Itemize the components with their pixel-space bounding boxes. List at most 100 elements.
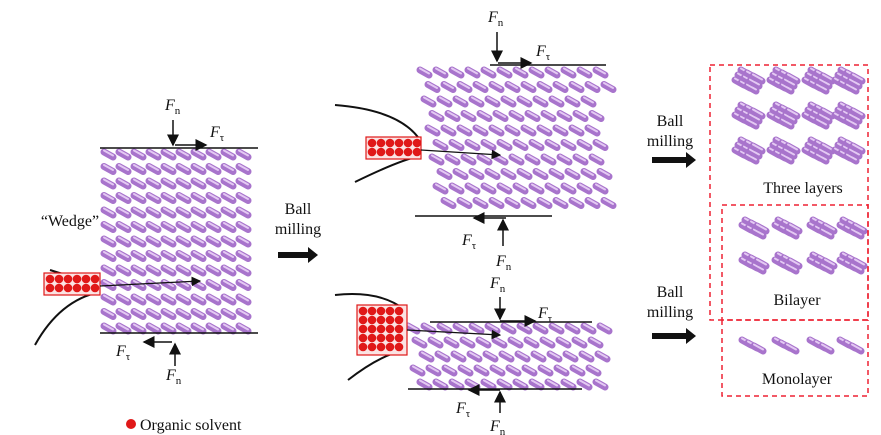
process-arrow: [652, 152, 696, 168]
solvent: [82, 284, 91, 293]
force-symbol: F: [537, 305, 548, 322]
solvent: [368, 148, 377, 157]
solvent: [386, 307, 395, 316]
solvent: [404, 139, 413, 148]
force-label: Fτ: [209, 124, 225, 144]
solvent: [368, 325, 377, 334]
process-label: Ball: [285, 201, 312, 218]
solvent: [91, 284, 100, 293]
force-subscript: n: [498, 17, 504, 29]
force-subscript: n: [500, 283, 506, 295]
solvent: [386, 148, 395, 157]
solvent: [368, 343, 377, 352]
molecules: [104, 69, 864, 388]
solvent: [386, 325, 395, 334]
solvent: [359, 334, 368, 343]
force-label: Fn: [165, 367, 182, 387]
solvent: [377, 343, 386, 352]
solvent: [359, 325, 368, 334]
force-subscript: n: [500, 426, 506, 435]
force-symbol: F: [489, 418, 500, 435]
solvent: [377, 139, 386, 148]
wedge-guide: [335, 105, 420, 140]
solvent: [368, 316, 377, 325]
force-symbol: F: [209, 124, 220, 141]
solvent: [395, 334, 404, 343]
force-subscript: τ: [220, 132, 225, 144]
solvent: [395, 343, 404, 352]
solvent: [377, 148, 386, 157]
solvent: [404, 148, 413, 157]
wedge-guide: [355, 156, 420, 182]
force-label: Fn: [489, 275, 506, 295]
solvent: [359, 307, 368, 316]
solvent: [395, 316, 404, 325]
solvent: [91, 275, 100, 284]
process-label: milling: [275, 221, 321, 238]
layer-label: Three layers: [763, 180, 843, 197]
solvent: [368, 139, 377, 148]
solvent: [359, 316, 368, 325]
force-subscript: τ: [472, 240, 477, 252]
solvent: [377, 316, 386, 325]
force-subscript: τ: [548, 313, 553, 325]
solvent: [386, 316, 395, 325]
force-subscript: n: [175, 105, 181, 117]
process-label: Ball: [657, 113, 684, 130]
solvent: [413, 139, 422, 148]
force-symbol: F: [455, 400, 466, 417]
force-subscript: τ: [126, 351, 131, 363]
process-label: milling: [647, 133, 693, 150]
layer-label: Bilayer: [773, 292, 821, 309]
process-label: milling: [647, 304, 693, 321]
solvent: [386, 334, 395, 343]
solvent: [73, 275, 82, 284]
force-symbol: F: [489, 275, 500, 292]
solvent: [413, 148, 422, 157]
solvent: [395, 148, 404, 157]
force-label: Fτ: [535, 43, 551, 63]
wedge-label: “Wedge”: [41, 213, 99, 230]
solvent: [386, 343, 395, 352]
force-label: Fn: [487, 9, 504, 29]
force-symbol: F: [461, 232, 472, 249]
force-label: Fτ: [115, 343, 131, 363]
force-subscript: n: [176, 375, 182, 387]
solvent: [368, 307, 377, 316]
force-label: Fn: [164, 97, 181, 117]
process-label: Ball: [657, 284, 684, 301]
solvent: [386, 139, 395, 148]
force-symbol: F: [165, 367, 176, 384]
force-symbol: F: [487, 9, 498, 26]
solvent: [359, 343, 368, 352]
force-symbol: F: [164, 97, 175, 114]
force-subscript: n: [506, 261, 512, 273]
solvent: [377, 307, 386, 316]
solvent: [46, 284, 55, 293]
process-arrow: [278, 247, 318, 263]
force-label: Fτ: [461, 232, 477, 252]
process-arrow: [652, 328, 696, 344]
force-label: Fn: [495, 253, 512, 273]
solvent: [395, 325, 404, 334]
solvent: [64, 284, 73, 293]
solvent: [64, 275, 73, 284]
legend-text: Organic solvent: [140, 417, 242, 434]
solvent: [377, 334, 386, 343]
wedge-guide: [35, 292, 100, 345]
solvent: [395, 139, 404, 148]
force-symbol: F: [535, 43, 546, 60]
force-symbol: F: [495, 253, 506, 270]
diagram: “Wedge” Organic solvent Three layers Bil…: [0, 0, 881, 435]
force-label: Fτ: [455, 400, 471, 420]
force-subscript: τ: [466, 408, 471, 420]
solvent: [55, 275, 64, 284]
solvent: [377, 325, 386, 334]
push-arrow: [407, 330, 500, 335]
solvent: [55, 284, 64, 293]
solvent: [82, 275, 91, 284]
solvent: [368, 334, 377, 343]
force-symbol: F: [115, 343, 126, 360]
layer-label: Monolayer: [762, 371, 833, 388]
solvent: [46, 275, 55, 284]
